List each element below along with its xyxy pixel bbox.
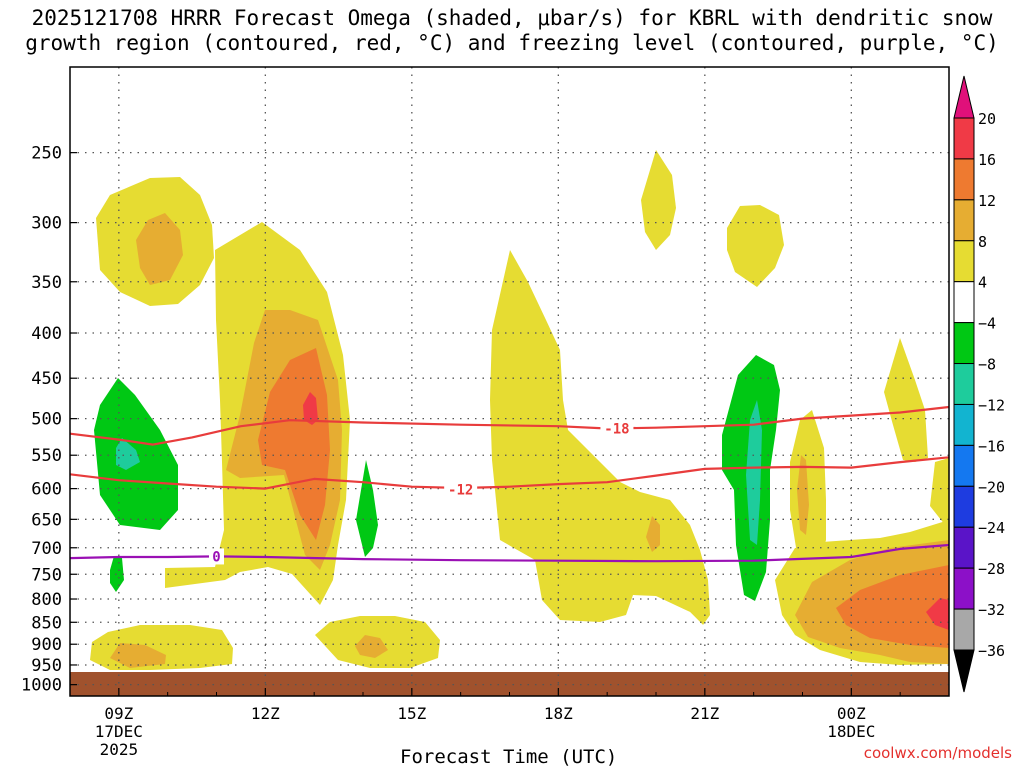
contour-lines: -18 -12 0 bbox=[70, 405, 949, 565]
x-tick-date-17DEC: 17DEC bbox=[95, 722, 143, 741]
x-tick-label-18Z: 18Z bbox=[544, 704, 573, 723]
colorbar-swatch-7 bbox=[953, 403, 975, 446]
y-tick-label-350: 350 bbox=[31, 273, 62, 293]
y-tick-label-550: 550 bbox=[31, 446, 62, 466]
chart-title: 2025121708 HRRR Forecast Omega (shaded, … bbox=[0, 6, 1024, 56]
y-tick-label-600: 600 bbox=[31, 480, 62, 500]
y-tick-label-850: 850 bbox=[31, 613, 62, 633]
colorbar-top-arrow bbox=[953, 75, 975, 119]
colorbar-swatch-5 bbox=[953, 322, 975, 365]
contour-label-dgz-minus12: -12 bbox=[448, 482, 473, 498]
colorbar-label-12: −32 bbox=[978, 601, 1005, 619]
omega-gap-white-central bbox=[633, 597, 706, 632]
colorbar-label-1: 16 bbox=[978, 151, 996, 169]
credit-link[interactable]: coolwx.com/models bbox=[863, 744, 1012, 762]
omega-region-yellow-right-edge bbox=[930, 458, 949, 530]
omega-region-orange-right bbox=[836, 565, 949, 648]
omega-region-gold-right-column bbox=[797, 455, 809, 535]
x-tick-label-00Z: 00Z bbox=[837, 704, 866, 723]
colorbar-label-0: 20 bbox=[978, 110, 996, 128]
omega-region-gold-bottom-left bbox=[110, 643, 166, 668]
omega-region-yellow-far-right bbox=[884, 338, 928, 462]
colorbar-label-4: 4 bbox=[978, 274, 987, 292]
omega-region-teal-left bbox=[116, 438, 140, 470]
y-tick-label-800: 800 bbox=[31, 590, 62, 610]
omega-region-gold-upper-left bbox=[136, 213, 183, 285]
colorbar-label-10: −24 bbox=[978, 519, 1005, 537]
title-line-1: 2025121708 HRRR Forecast Omega (shaded, … bbox=[31, 6, 993, 30]
omega-region-gold-small-center bbox=[646, 516, 660, 552]
colorbar-label-8: −16 bbox=[978, 437, 1005, 455]
contour-dgz-minus12 bbox=[70, 456, 949, 490]
colorbar-label-9: −20 bbox=[978, 478, 1005, 496]
colorbar-swatch-2 bbox=[953, 199, 975, 242]
x-tick-label-21Z: 21Z bbox=[690, 704, 719, 723]
y-tick-label-900: 900 bbox=[31, 635, 62, 655]
colorbar-swatch-9 bbox=[953, 485, 975, 528]
x-tick-label-15Z: 15Z bbox=[397, 704, 426, 723]
colorbar-label-11: −28 bbox=[978, 560, 1005, 578]
y-tick-label-250: 250 bbox=[31, 144, 62, 164]
contour-label-bg-dgz-minus18 bbox=[600, 420, 634, 437]
omega-region-teal-right bbox=[746, 400, 762, 545]
x-axis-label: Forecast Time (UTC) bbox=[400, 746, 618, 768]
y-tick-label-950: 950 bbox=[31, 656, 62, 676]
colorbar-swatch-3 bbox=[953, 240, 975, 283]
omega-shading bbox=[70, 150, 949, 696]
colorbar-label-13: −36 bbox=[978, 642, 1005, 660]
x-tick-label-12Z: 12Z bbox=[251, 704, 280, 723]
colorbar-swatch-6 bbox=[953, 363, 975, 405]
contour-label-dgz-minus18: -18 bbox=[604, 421, 629, 437]
colorbar-label-7: −12 bbox=[978, 396, 1005, 414]
contour-dgz-minus18 bbox=[70, 405, 949, 446]
colorbar-swatch-4 bbox=[953, 281, 975, 324]
y-tick-label-1000: 1000 bbox=[21, 676, 62, 696]
omega-region-green-small bbox=[110, 556, 124, 592]
colorbar-label-3: 8 bbox=[978, 233, 987, 251]
colorbar-label-2: 12 bbox=[978, 192, 996, 210]
contour-freezing-level bbox=[70, 543, 949, 563]
colorbar-label-5: −4 bbox=[978, 315, 996, 333]
y-tick-label-400: 400 bbox=[31, 324, 62, 344]
x-tick-date-18DEC: 18DEC bbox=[827, 722, 875, 741]
omega-region-yellow-top-right bbox=[727, 205, 784, 287]
contour-label-freezing-level: 0 bbox=[212, 549, 220, 565]
colorbar-swatch-10 bbox=[953, 526, 975, 569]
omega-region-red-right bbox=[926, 598, 949, 630]
colorbar-swatch-11 bbox=[953, 567, 975, 610]
x-tick-year-2025: 2025 bbox=[100, 740, 139, 759]
colorbar-swatch-0 bbox=[953, 117, 975, 160]
y-tick-label-700: 700 bbox=[31, 539, 62, 559]
colorbar-swatch-8 bbox=[953, 444, 975, 487]
omega-region-red-left-column bbox=[303, 392, 318, 425]
contour-label-bg-freezing-level bbox=[209, 548, 224, 565]
colorbar-bottom-arrow bbox=[953, 649, 975, 693]
y-tick-label-650: 650 bbox=[31, 510, 62, 530]
omega-region-gold-bottom-mid bbox=[355, 635, 388, 658]
y-tick-label-500: 500 bbox=[31, 410, 62, 430]
colorbar-swatch-1 bbox=[953, 158, 975, 201]
omega-region-yellow-top-center bbox=[641, 150, 676, 250]
y-tick-label-450: 450 bbox=[31, 369, 62, 389]
y-axis: 2503003504004505005506006507007508008509… bbox=[21, 144, 77, 696]
contour-label-bg-dgz-minus12 bbox=[444, 481, 478, 498]
omega-region-yellow-central bbox=[490, 250, 710, 625]
x-tick-label-09Z: 09Z bbox=[104, 704, 133, 723]
colorbar-label-6: −8 bbox=[978, 356, 996, 374]
omega-region-green-center bbox=[356, 460, 378, 557]
y-tick-label-300: 300 bbox=[31, 214, 62, 234]
colorbar: 20 16 12 8 4 −4 −8 −12 −16 −20 −24 −28 −32 −36 bbox=[953, 75, 1005, 693]
title-line-2: growth region (contoured, red, °C) and f… bbox=[25, 31, 999, 55]
colorbar-swatch-12 bbox=[953, 608, 975, 651]
y-tick-label-750: 750 bbox=[31, 565, 62, 585]
